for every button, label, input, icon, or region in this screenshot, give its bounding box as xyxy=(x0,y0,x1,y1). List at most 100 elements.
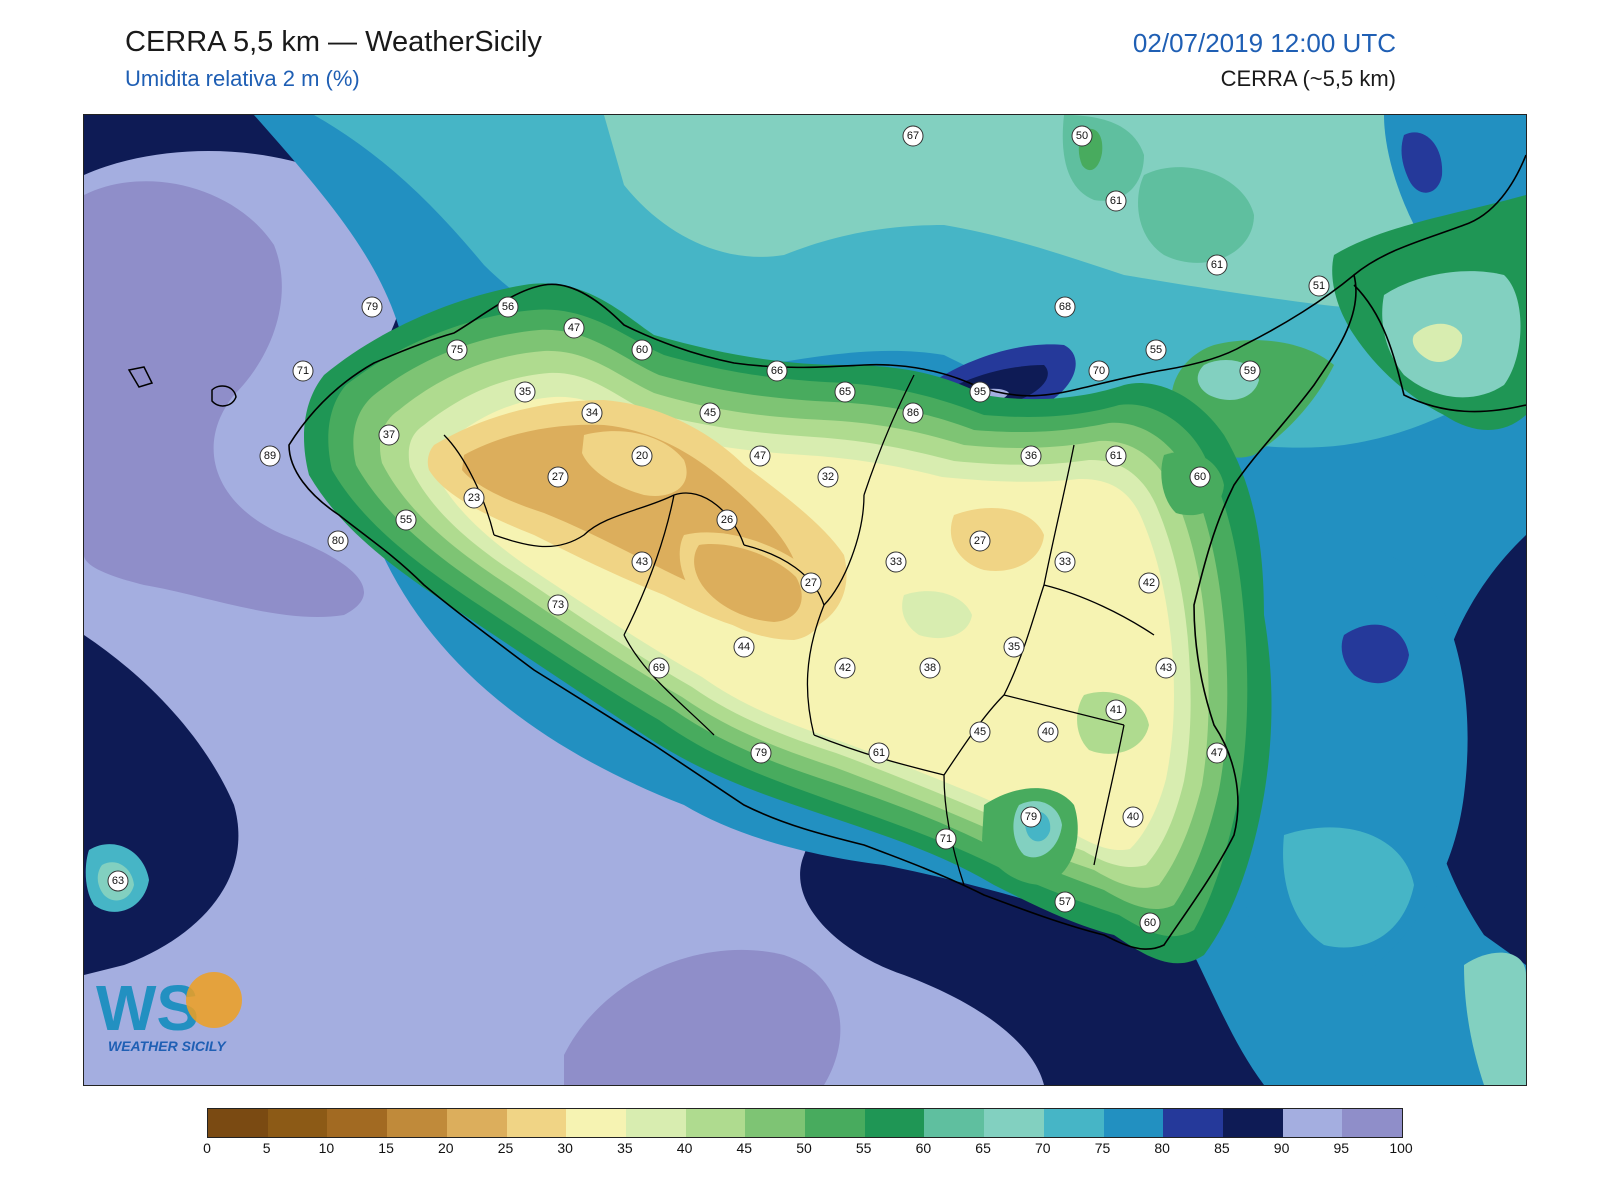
station-marker[interactable]: 40 xyxy=(1122,806,1144,828)
station-marker[interactable]: 95 xyxy=(969,381,991,403)
station-marker[interactable]: 45 xyxy=(699,402,721,424)
station-marker[interactable]: 47 xyxy=(563,317,585,339)
station-marker[interactable]: 56 xyxy=(497,296,519,318)
station-marker[interactable]: 35 xyxy=(1003,636,1025,658)
svg-text:55: 55 xyxy=(400,514,412,526)
station-marker[interactable]: 89 xyxy=(259,445,281,467)
svg-text:73: 73 xyxy=(552,599,564,611)
station-marker[interactable]: 71 xyxy=(292,360,314,382)
station-marker[interactable]: 79 xyxy=(1020,806,1042,828)
station-marker[interactable]: 26 xyxy=(716,509,738,531)
station-marker[interactable]: 63 xyxy=(107,870,129,892)
colorbar-ticks: 0 5 10 15 20 25 30 35 40 45 50 55 60 65 70 75 80 85 90 95 10… xyxy=(203,1140,1413,1160)
svg-text:WS: WS xyxy=(96,972,199,1044)
station-marker[interactable]: 59 xyxy=(1239,360,1261,382)
colorbar-tick-label: 15 xyxy=(378,1140,394,1156)
station-marker[interactable]: 70 xyxy=(1088,360,1110,382)
station-marker[interactable]: 42 xyxy=(1138,572,1160,594)
colorbar-tick-label: 40 xyxy=(676,1140,693,1156)
svg-text:27: 27 xyxy=(552,471,564,483)
station-marker[interactable]: 41 xyxy=(1105,699,1127,721)
colorbar-swatch xyxy=(924,1109,985,1137)
station-marker[interactable]: 20 xyxy=(631,445,653,467)
colorbar-tick-label: 100 xyxy=(1389,1140,1413,1156)
svg-text:41: 41 xyxy=(1110,704,1122,716)
station-marker[interactable]: 73 xyxy=(547,594,569,616)
station-marker[interactable]: 61 xyxy=(1206,254,1228,276)
colorbar-swatch xyxy=(506,1109,567,1137)
colorbar-tick-label: 5 xyxy=(262,1140,271,1156)
svg-text:33: 33 xyxy=(1059,556,1071,568)
svg-text:61: 61 xyxy=(1110,450,1122,462)
svg-text:45: 45 xyxy=(704,407,716,419)
colorbar-tick-label: 20 xyxy=(438,1140,454,1156)
station-marker[interactable]: 47 xyxy=(749,445,771,467)
svg-text:59: 59 xyxy=(1244,365,1256,377)
station-marker[interactable]: 34 xyxy=(581,402,603,424)
svg-text:47: 47 xyxy=(754,450,766,462)
station-marker[interactable]: 32 xyxy=(817,466,839,488)
station-marker[interactable]: 67 xyxy=(902,125,924,147)
station-marker[interactable]: 33 xyxy=(1054,551,1076,573)
svg-text:45: 45 xyxy=(974,726,986,738)
svg-text:37: 37 xyxy=(383,429,395,441)
colorbar-tick-label: 65 xyxy=(975,1140,991,1156)
station-marker[interactable]: 79 xyxy=(361,296,383,318)
humidity-map[interactable]: 67 50 61 61 51 79 56 47 75 60 71 68 55 6… xyxy=(83,114,1527,1086)
station-marker[interactable]: 27 xyxy=(800,572,822,594)
station-marker[interactable]: 61 xyxy=(1105,445,1127,467)
svg-text:47: 47 xyxy=(568,322,580,334)
station-marker[interactable]: 61 xyxy=(1105,190,1127,212)
station-marker[interactable]: 66 xyxy=(766,360,788,382)
station-marker[interactable]: 43 xyxy=(631,551,653,573)
colorbar-swatch xyxy=(566,1109,626,1137)
colorbar-swatch xyxy=(327,1109,388,1137)
station-marker[interactable]: 23 xyxy=(463,487,485,509)
station-marker[interactable]: 68 xyxy=(1054,296,1076,318)
station-marker[interactable]: 43 xyxy=(1155,657,1177,679)
svg-text:33: 33 xyxy=(890,556,902,568)
station-marker[interactable]: 80 xyxy=(327,530,349,552)
svg-text:40: 40 xyxy=(1042,726,1054,738)
station-marker[interactable]: 55 xyxy=(395,509,417,531)
station-marker[interactable]: 45 xyxy=(969,721,991,743)
model-label: CERRA (~5,5 km) xyxy=(1220,66,1396,91)
station-marker[interactable]: 55 xyxy=(1145,339,1167,361)
station-marker[interactable]: 79 xyxy=(750,742,772,764)
station-marker[interactable]: 33 xyxy=(885,551,907,573)
svg-text:51: 51 xyxy=(1313,280,1325,292)
humidity-colorbar xyxy=(207,1108,1403,1138)
station-marker[interactable]: 42 xyxy=(834,657,856,679)
colorbar-tick-label: 0 xyxy=(203,1140,211,1156)
station-marker[interactable]: 40 xyxy=(1037,721,1059,743)
station-marker[interactable]: 27 xyxy=(969,530,991,552)
station-marker[interactable]: 51 xyxy=(1308,275,1330,297)
svg-text:35: 35 xyxy=(519,386,531,398)
svg-text:71: 71 xyxy=(297,365,309,377)
station-marker[interactable]: 86 xyxy=(902,402,924,424)
station-marker[interactable]: 44 xyxy=(733,636,755,658)
colorbar-tick-label: 75 xyxy=(1094,1140,1111,1156)
station-marker[interactable]: 27 xyxy=(547,466,569,488)
station-marker[interactable]: 69 xyxy=(648,657,670,679)
station-marker[interactable]: 61 xyxy=(868,742,890,764)
svg-text:36: 36 xyxy=(1025,450,1037,462)
station-marker[interactable]: 38 xyxy=(919,657,941,679)
station-marker[interactable]: 36 xyxy=(1020,445,1042,467)
station-marker[interactable]: 60 xyxy=(1139,912,1161,934)
station-marker[interactable]: 60 xyxy=(1189,466,1211,488)
station-marker[interactable]: 71 xyxy=(935,828,957,850)
svg-text:26: 26 xyxy=(721,514,733,526)
station-marker[interactable]: 75 xyxy=(446,339,468,361)
colorbar-tick-label: 90 xyxy=(1273,1140,1290,1156)
colorbar-swatch xyxy=(1163,1109,1223,1137)
station-marker[interactable]: 37 xyxy=(378,424,400,446)
colorbar-tick-label: 55 xyxy=(855,1140,872,1156)
station-marker[interactable]: 65 xyxy=(834,381,856,403)
station-marker[interactable]: 50 xyxy=(1071,125,1093,147)
station-marker[interactable]: 57 xyxy=(1054,891,1076,913)
station-marker[interactable]: 47 xyxy=(1206,742,1228,764)
station-marker[interactable]: 60 xyxy=(631,339,653,361)
station-marker[interactable]: 35 xyxy=(514,381,536,403)
colorbar-tick-label: 30 xyxy=(557,1140,573,1156)
